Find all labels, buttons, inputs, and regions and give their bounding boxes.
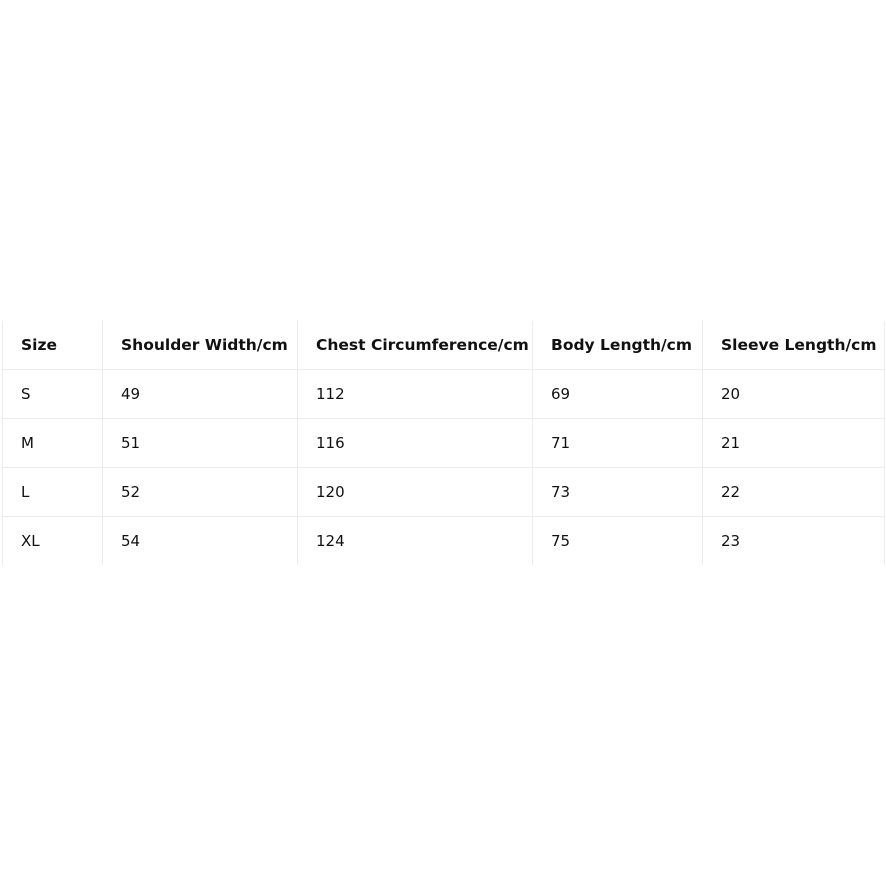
cell: 71: [532, 418, 703, 468]
cell: L: [2, 467, 103, 517]
header-sleeve-length: Sleeve Length/cm: [702, 321, 885, 370]
cell: 116: [297, 418, 533, 468]
header-body-length: Body Length/cm: [532, 321, 703, 370]
cell: 49: [102, 369, 298, 419]
cell: 23: [702, 516, 885, 565]
header-size: Size: [2, 321, 103, 370]
cell: 54: [102, 516, 298, 565]
cell: XL: [2, 516, 103, 565]
table-row: M 51 116 71 21: [2, 418, 885, 468]
cell: 112: [297, 369, 533, 419]
header-row: Size Shoulder Width/cm Chest Circumferen…: [2, 321, 885, 370]
cell: 21: [702, 418, 885, 468]
cell: 124: [297, 516, 533, 565]
cell: 69: [532, 369, 703, 419]
cell: 51: [102, 418, 298, 468]
cell: S: [2, 369, 103, 419]
cell: 120: [297, 467, 533, 517]
cell: 52: [102, 467, 298, 517]
cell: 22: [702, 467, 885, 517]
size-chart-table: Size Shoulder Width/cm Chest Circumferen…: [2, 321, 885, 565]
cell: 73: [532, 467, 703, 517]
table-row: S 49 112 69 20: [2, 369, 885, 419]
table-row: L 52 120 73 22: [2, 467, 885, 517]
header-chest-circumference: Chest Circumference/cm: [297, 321, 533, 370]
header-shoulder-width: Shoulder Width/cm: [102, 321, 298, 370]
table-row: XL 54 124 75 23: [2, 516, 885, 565]
cell: 20: [702, 369, 885, 419]
cell: 75: [532, 516, 703, 565]
cell: M: [2, 418, 103, 468]
